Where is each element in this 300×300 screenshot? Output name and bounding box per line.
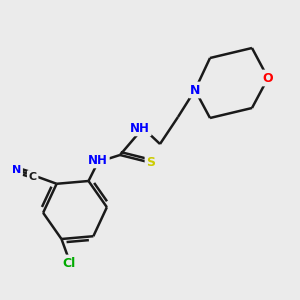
Text: N: N [190, 83, 200, 97]
Text: N: N [12, 165, 21, 175]
Text: NH: NH [88, 154, 108, 166]
Text: S: S [146, 155, 155, 169]
Text: NH: NH [130, 122, 150, 134]
Text: O: O [263, 71, 273, 85]
Text: C: C [28, 172, 37, 182]
Text: Cl: Cl [63, 256, 76, 269]
